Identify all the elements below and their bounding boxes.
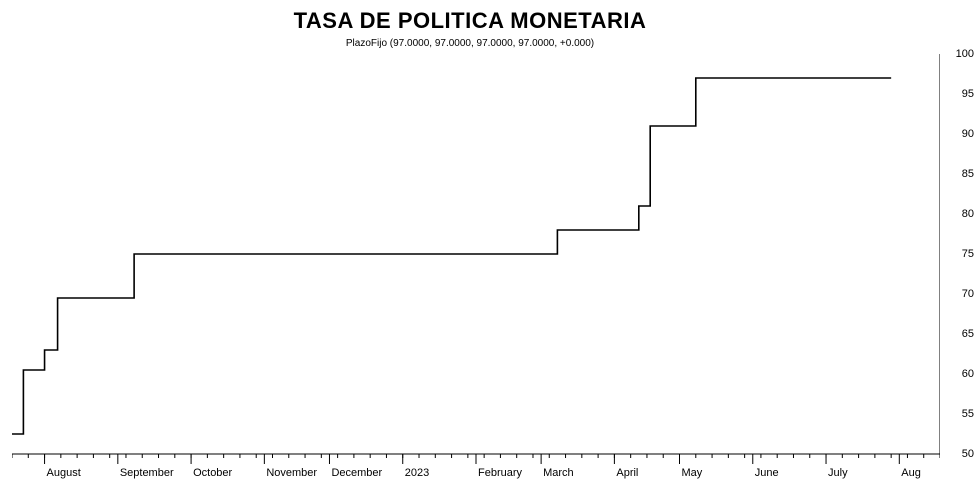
y-tick-label: 100 — [956, 48, 974, 60]
y-tick-label: 85 — [962, 168, 974, 180]
x-tick-label: June — [755, 467, 779, 479]
x-tick-label: October — [193, 467, 232, 479]
y-tick-label: 70 — [962, 288, 974, 300]
x-tick-label: Aug — [901, 467, 921, 479]
x-tick-label: July — [828, 467, 848, 479]
x-tick-label: 2023 — [405, 467, 429, 479]
x-tick-label: December — [331, 467, 382, 479]
y-tick-label: 75 — [962, 248, 974, 260]
chart-title: TASA DE POLITICA MONETARIA — [0, 8, 940, 34]
plot-area — [12, 54, 940, 494]
x-tick-label: August — [47, 467, 81, 479]
y-tick-label: 80 — [962, 208, 974, 220]
x-tick-label: March — [543, 467, 574, 479]
y-tick-label: 65 — [962, 328, 974, 340]
y-tick-label: 90 — [962, 128, 974, 140]
chart-container: TASA DE POLITICA MONETARIA PlazoFijo (97… — [0, 0, 980, 503]
x-tick-label: May — [682, 467, 703, 479]
y-tick-label: 95 — [962, 88, 974, 100]
chart-subtitle: PlazoFijo (97.0000, 97.0000, 97.0000, 97… — [0, 38, 940, 49]
x-tick-label: November — [266, 467, 317, 479]
x-tick-label: April — [616, 467, 638, 479]
y-tick-label: 50 — [962, 448, 974, 460]
x-tick-label: February — [478, 467, 522, 479]
y-tick-label: 55 — [962, 408, 974, 420]
x-tick-label: September — [120, 467, 174, 479]
y-tick-label: 60 — [962, 368, 974, 380]
